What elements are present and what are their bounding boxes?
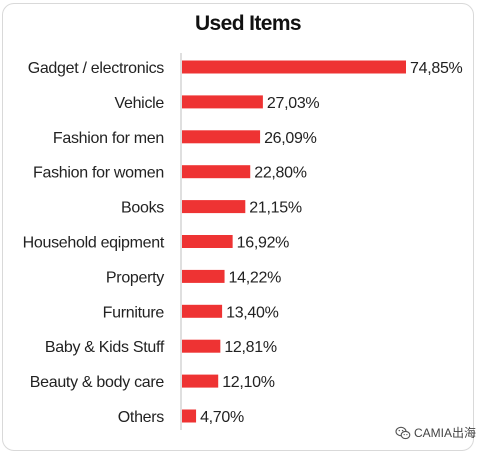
bar (182, 130, 261, 144)
bar (182, 60, 406, 74)
bar (182, 235, 233, 248)
chart-title: Used Items (194, 12, 302, 35)
value-label: 27,03% (267, 95, 320, 112)
category-label: Fashion for women (33, 165, 164, 182)
wechat-icon (395, 426, 411, 439)
value-label: 4,70% (200, 409, 244, 426)
bar (182, 95, 263, 109)
watermark-text: CAMIA出海 (413, 426, 476, 440)
category-label: Fashion for men (53, 130, 164, 147)
category-label: Baby & Kids Stuff (45, 339, 165, 356)
bar (182, 339, 221, 353)
category-label: Vehicle (115, 95, 165, 112)
bar (182, 374, 219, 388)
category-label: Household eqipment (23, 235, 165, 252)
bar (182, 165, 251, 179)
category-label: Others (118, 409, 165, 426)
bar (182, 304, 223, 318)
value-label: 13,40% (226, 304, 279, 321)
category-label: Gadget / electronics (28, 60, 165, 77)
category-label: Beauty & body care (30, 374, 165, 391)
value-label: 74,85% (410, 60, 463, 77)
chart-card (2, 3, 474, 451)
bar (182, 269, 225, 283)
value-label: 26,09% (264, 130, 317, 147)
category-label: Books (121, 200, 164, 217)
value-label: 12,81% (224, 339, 277, 356)
bar (182, 409, 197, 423)
value-label: 14,22% (229, 269, 282, 286)
watermark: CAMIA出海 (395, 424, 476, 441)
value-label: 22,80% (254, 165, 307, 182)
category-label: Furniture (103, 304, 165, 321)
bar (182, 200, 246, 214)
value-label: 12,10% (222, 374, 275, 391)
category-label: Property (106, 269, 164, 286)
value-label: 16,92% (237, 235, 290, 252)
value-label: 21,15% (249, 200, 302, 217)
